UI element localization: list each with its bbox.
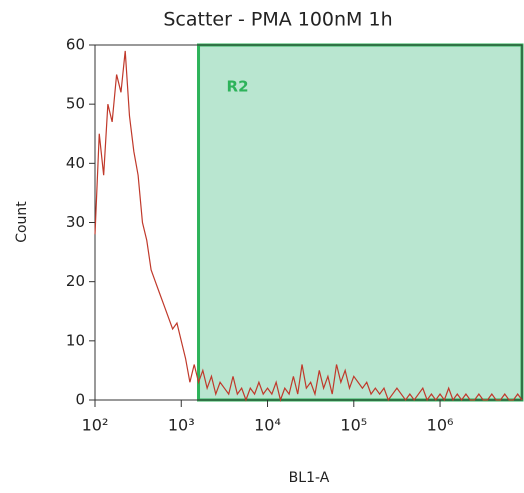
x-tick-label: 10⁴ — [254, 416, 281, 435]
y-tick-label: 50 — [66, 95, 85, 113]
chart-title: Scatter - PMA 100nM 1h — [163, 9, 392, 31]
y-tick-label: 10 — [66, 331, 85, 349]
histogram-line — [94, 50, 523, 403]
y-tick-label: 0 — [75, 391, 85, 409]
gate-label: R2 — [227, 78, 249, 96]
y-tick-label: 30 — [66, 213, 85, 231]
y-axis-label: Count — [14, 201, 30, 243]
gate-region — [197, 43, 524, 402]
y-tick-label: 40 — [66, 154, 85, 172]
y-tick-label: 20 — [66, 272, 85, 290]
x-tick-label: 10⁵ — [340, 416, 367, 435]
x-tick-label: 10² — [82, 416, 109, 435]
x-tick-label: 10³ — [168, 416, 195, 435]
y-tick-label: 60 — [66, 36, 85, 54]
x-tick-label: 10⁶ — [427, 416, 454, 435]
x-axis-label: BL1-A — [289, 470, 330, 486]
